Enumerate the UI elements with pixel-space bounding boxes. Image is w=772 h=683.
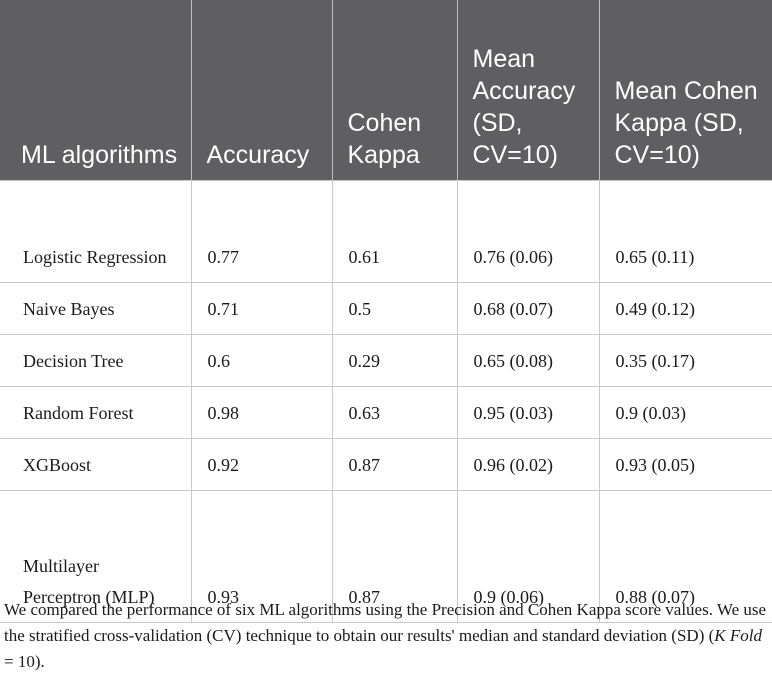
algorithm-name: Logistic Regression — [0, 179, 191, 282]
table-row: XGBoost 0.92 0.87 0.96 (0.02) 0.93 (0.05… — [0, 437, 772, 490]
table-header-row: ML algorithms Accuracy Cohen Kappa Mean … — [0, 0, 772, 180]
cohen-kappa-cell: 0.5 — [331, 281, 457, 334]
mean-cohen-kappa-cell: 0.35 (0.17) — [598, 333, 772, 386]
accuracy-cell: 0.92 — [190, 437, 332, 490]
table-row: Naive Bayes 0.71 0.5 0.68 (0.07) 0.49 (0… — [0, 281, 772, 334]
mean-accuracy-cell: 0.95 (0.03) — [456, 385, 599, 438]
mean-accuracy-cell: 0.68 (0.07) — [456, 281, 599, 334]
cohen-kappa-cell: 0.87 — [331, 437, 457, 490]
mean-cohen-kappa-cell: 0.49 (0.12) — [598, 281, 772, 334]
cohen-kappa-cell: 0.63 — [331, 385, 457, 438]
table-row: Multilayer Perceptron (MLP) 0.93 0.87 0.… — [0, 489, 772, 623]
algorithm-name: Naive Bayes — [0, 281, 191, 334]
table-row: Logistic Regression 0.77 0.61 0.76 (0.06… — [0, 179, 772, 282]
cohen-kappa-cell: 0.87 — [331, 489, 457, 623]
accuracy-cell: 0.98 — [190, 385, 332, 438]
footnote-suffix: = 10). — [4, 652, 45, 671]
table-footnote: We compared the performance of six ML al… — [4, 597, 768, 675]
mean-accuracy-cell: 0.76 (0.06) — [456, 179, 599, 282]
results-table: ML algorithms Accuracy Cohen Kappa Mean … — [0, 0, 772, 623]
header-mean-accuracy: Mean Accuracy (SD, CV=10) — [456, 0, 599, 180]
mean-accuracy-cell: 0.65 (0.08) — [456, 333, 599, 386]
table-row: Decision Tree 0.6 0.29 0.65 (0.08) 0.35 … — [0, 333, 772, 386]
accuracy-cell: 0.71 — [190, 281, 332, 334]
mean-cohen-kappa-cell: 0.93 (0.05) — [598, 437, 772, 490]
header-mean-cohen-kappa: Mean Cohen Kappa (SD, CV=10) — [598, 0, 772, 180]
table-row: Random Forest 0.98 0.63 0.95 (0.03) 0.9 … — [0, 385, 772, 438]
mean-cohen-kappa-cell: 0.65 (0.11) — [598, 179, 772, 282]
accuracy-cell: 0.6 — [190, 333, 332, 386]
algorithm-name: XGBoost — [0, 437, 191, 490]
algorithm-name: Multilayer Perceptron (MLP) — [0, 489, 191, 623]
algorithm-name: Random Forest — [0, 385, 191, 438]
accuracy-cell: 0.93 — [190, 489, 332, 623]
cohen-kappa-cell: 0.61 — [331, 179, 457, 282]
mean-accuracy-cell: 0.9 (0.06) — [456, 489, 599, 623]
cohen-kappa-cell: 0.29 — [331, 333, 457, 386]
header-ml-algorithms: ML algorithms — [21, 140, 178, 169]
header-accuracy: Accuracy — [190, 0, 332, 180]
accuracy-cell: 0.77 — [190, 179, 332, 282]
mean-accuracy-cell: 0.96 (0.02) — [456, 437, 599, 490]
footnote-text: We compared the performance of six ML al… — [4, 600, 767, 645]
mean-cohen-kappa-cell: 0.9 (0.03) — [598, 385, 772, 438]
mean-cohen-kappa-cell: 0.88 (0.07) — [598, 489, 772, 623]
algorithm-name: Decision Tree — [0, 333, 191, 386]
footnote-italic: K Fold — [714, 626, 762, 645]
table-container: ML algorithms Accuracy Cohen Kappa Mean … — [0, 0, 772, 623]
header-cohen-kappa: Cohen Kappa — [331, 0, 457, 180]
